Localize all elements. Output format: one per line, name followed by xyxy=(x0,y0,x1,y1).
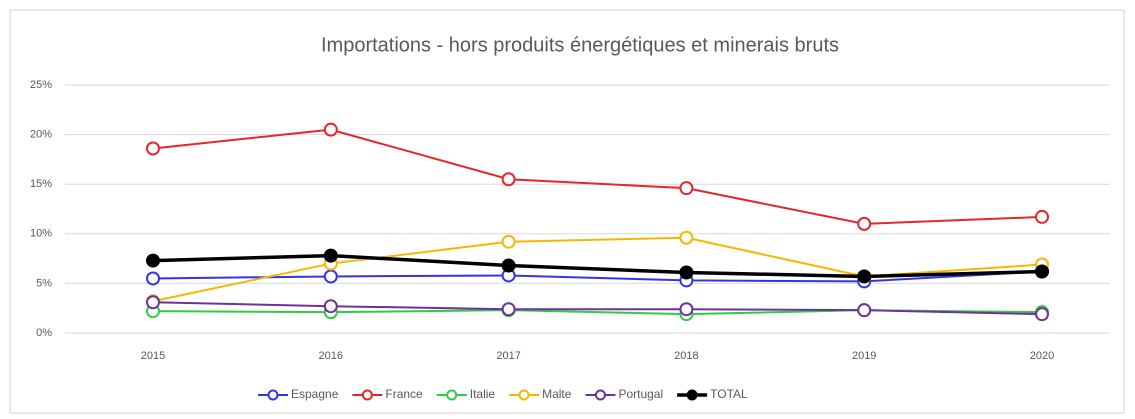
x-tick-label: 2018 xyxy=(674,350,698,362)
series-line xyxy=(152,270,1043,283)
x-tick-label: 2020 xyxy=(1030,350,1054,362)
data-point xyxy=(679,181,694,196)
chart-frame xyxy=(9,9,1125,414)
x-tick-label: 2016 xyxy=(319,350,343,362)
chart-title: Importations - hors produits énergétique… xyxy=(321,34,839,56)
series-line xyxy=(152,128,1043,225)
data-point xyxy=(146,295,160,310)
data-point xyxy=(501,302,516,317)
x-tick-label: 2015 xyxy=(141,350,165,362)
x-tick-label: 2017 xyxy=(496,350,520,362)
data-point xyxy=(1035,209,1049,224)
y-tick-label: 15% xyxy=(30,178,52,190)
data-point xyxy=(1035,264,1049,279)
data-point xyxy=(501,258,516,273)
legend-label: France xyxy=(385,387,423,401)
legend-marker xyxy=(686,389,698,401)
data-point xyxy=(323,269,338,284)
x-tick-label: 2019 xyxy=(852,350,876,362)
series-line xyxy=(152,301,1043,316)
data-point xyxy=(857,216,872,231)
legend-marker xyxy=(446,389,458,401)
legend-label: Malte xyxy=(542,387,572,401)
data-point xyxy=(323,299,338,314)
y-tick-label: 20% xyxy=(30,129,52,141)
data-point xyxy=(501,172,516,187)
legend-marker xyxy=(518,389,530,401)
data-point xyxy=(323,248,338,263)
legend-marker xyxy=(594,389,606,401)
data-point xyxy=(679,230,694,245)
legend-label: TOTAL xyxy=(710,387,748,401)
data-point xyxy=(857,303,872,318)
data-point xyxy=(857,269,872,284)
data-point xyxy=(146,253,160,268)
data-point xyxy=(679,302,694,317)
y-tick-label: 10% xyxy=(30,228,52,240)
series-line xyxy=(152,253,1043,279)
data-point xyxy=(679,265,694,280)
data-point xyxy=(501,234,516,249)
y-tick-label: 0% xyxy=(36,327,52,339)
legend-marker xyxy=(361,389,373,401)
legend-label: Portugal xyxy=(618,387,663,401)
legend-marker xyxy=(267,389,279,401)
legend-label: Espagne xyxy=(291,387,339,401)
y-tick-label: 5% xyxy=(36,277,52,289)
data-point xyxy=(1035,307,1049,322)
y-tick-label: 25% xyxy=(30,79,52,91)
legend-label: Italie xyxy=(470,387,496,401)
data-point xyxy=(323,122,338,137)
data-point xyxy=(146,271,160,286)
data-point xyxy=(146,141,160,156)
